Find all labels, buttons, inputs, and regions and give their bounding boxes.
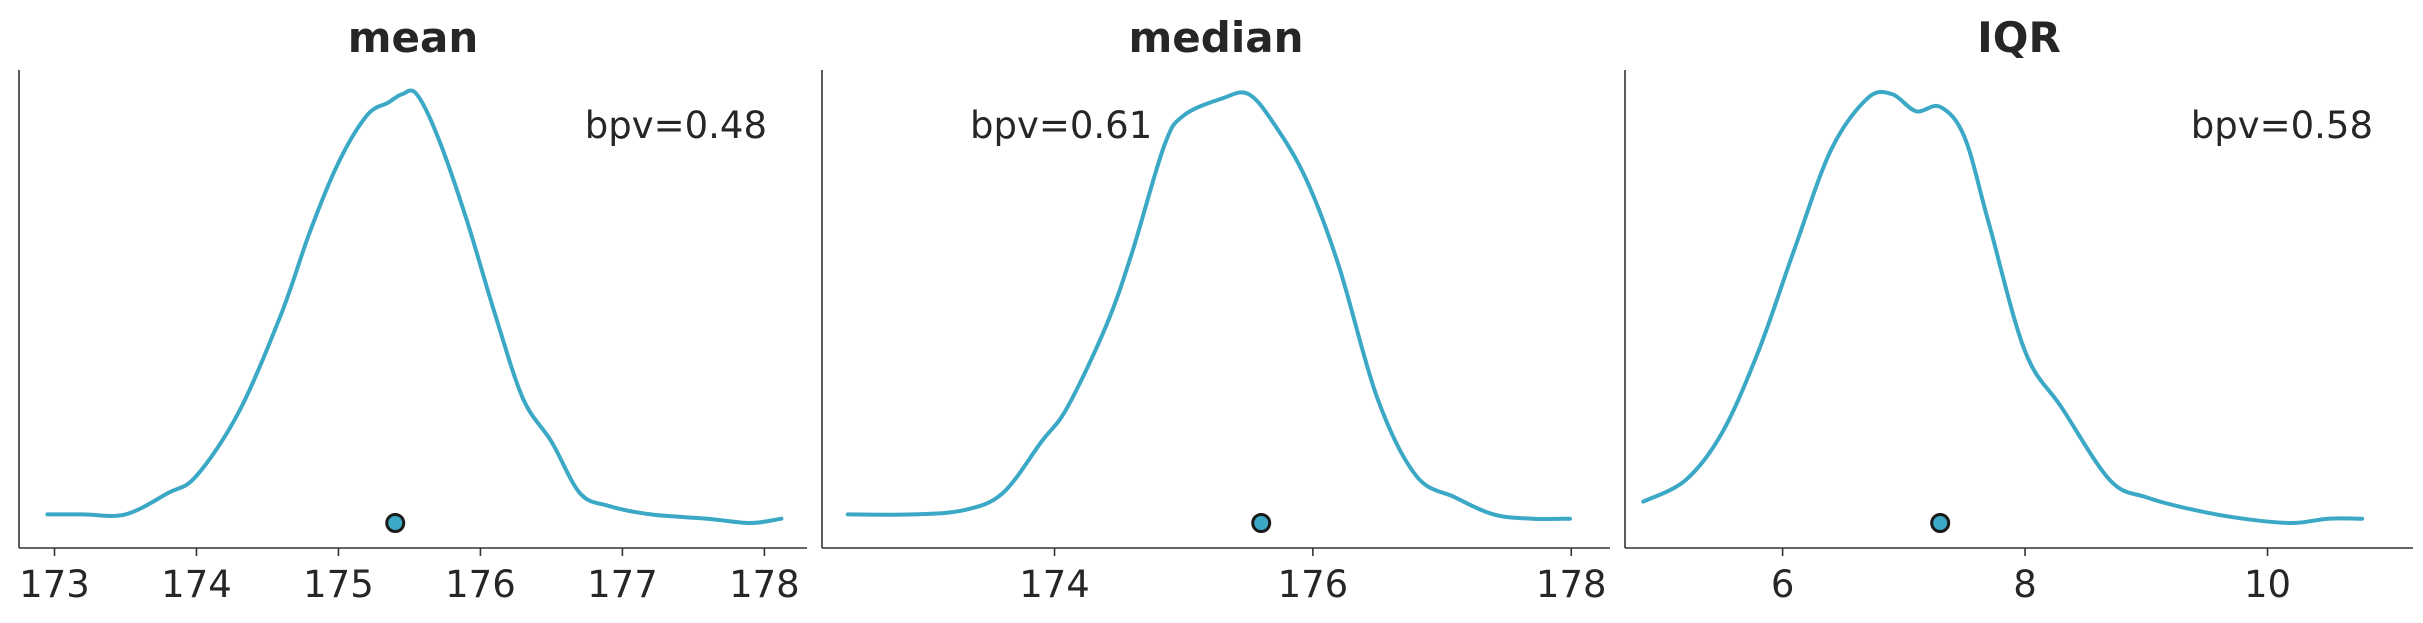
x-tick-label: 175 — [303, 563, 374, 606]
x-tick-label: 174 — [161, 563, 232, 606]
bpv-annotation: bpv=0.58 — [2191, 104, 2373, 147]
x-tick-label: 6 — [1771, 563, 1795, 606]
x-tick-label: 177 — [587, 563, 658, 606]
x-tick-label: 178 — [729, 563, 800, 606]
panel-title: mean — [348, 13, 479, 62]
x-tick-label: 10 — [2244, 563, 2291, 606]
kde-line — [1641, 89, 2365, 525]
panel-iqr: IQR 6 8 10 bpv=0.58 — [1624, 13, 2413, 606]
x-tick-label: 176 — [1278, 563, 1349, 606]
observed-point-marker — [1930, 513, 1951, 533]
bpv-annotation: bpv=0.61 — [970, 104, 1152, 147]
panel-title: IQR — [1977, 13, 2061, 62]
x-tick-label: 178 — [1536, 563, 1607, 606]
x-tick-label: 8 — [2013, 563, 2037, 606]
bpv-annotation: bpv=0.48 — [585, 104, 767, 147]
panel-title: median — [1129, 13, 1304, 62]
observed-point-marker — [1251, 513, 1272, 533]
kde-line — [45, 88, 784, 525]
observed-point-marker — [385, 513, 406, 533]
panel-mean: mean 173 174 175 176 177 178 bpv=0.48 — [18, 13, 807, 606]
x-tick-label: 174 — [1019, 563, 1090, 606]
x-tick-label: 173 — [19, 563, 90, 606]
panel-median: median 174 176 178 bpv=0.61 — [821, 13, 1610, 606]
kde-line — [845, 90, 1572, 522]
x-tick-label: 176 — [445, 563, 516, 606]
